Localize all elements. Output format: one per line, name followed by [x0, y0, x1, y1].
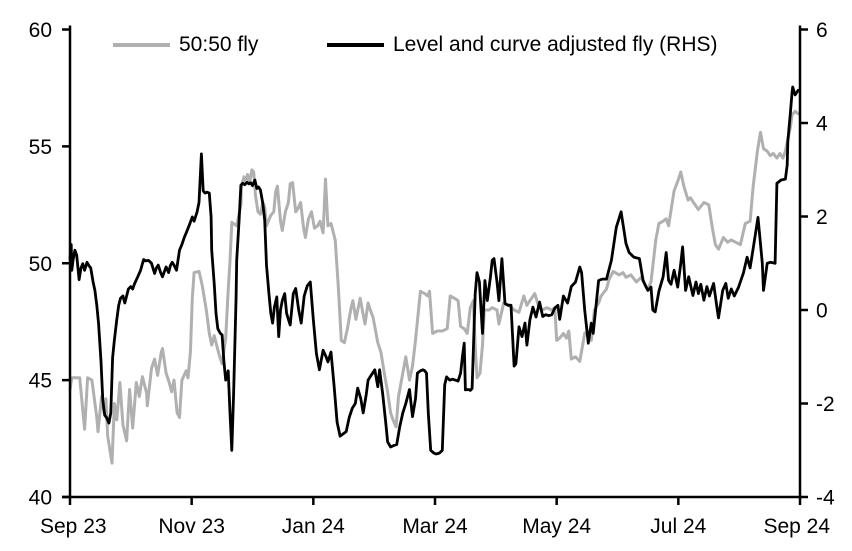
right-axis-tick-label: -2 [816, 393, 835, 416]
x-axis-tick-label: Jan 24 [282, 515, 345, 538]
right-axis-tick-label: 2 [816, 206, 828, 229]
right-axis-tick-label: 0 [816, 300, 828, 323]
x-axis-tick-label: Nov 23 [158, 515, 225, 538]
left-axis-tick-label: 40 [29, 487, 52, 510]
series-5050-fly-line [68, 109, 800, 465]
left-axis-tick-label: 55 [29, 136, 52, 159]
right-axis-tick-label: 6 [816, 19, 828, 42]
left-axis-tick-label: 50 [29, 253, 52, 276]
left-axis-tick-label: 60 [29, 19, 52, 42]
right-axis-tick-label: -4 [816, 487, 835, 510]
x-axis-tick-label: Sep 23 [40, 515, 107, 538]
x-axis-tick-label: Jul 24 [650, 515, 706, 538]
left-axis-tick-label: 45 [29, 370, 52, 393]
x-axis-tick-label: Mar 24 [402, 515, 468, 538]
right-axis-tick-label: 4 [816, 113, 828, 136]
x-axis-tick-label: Sep 24 [763, 515, 830, 538]
series-level-curve-adjusted-fly-line [68, 85, 800, 456]
x-axis-tick-label: May 24 [522, 515, 591, 538]
